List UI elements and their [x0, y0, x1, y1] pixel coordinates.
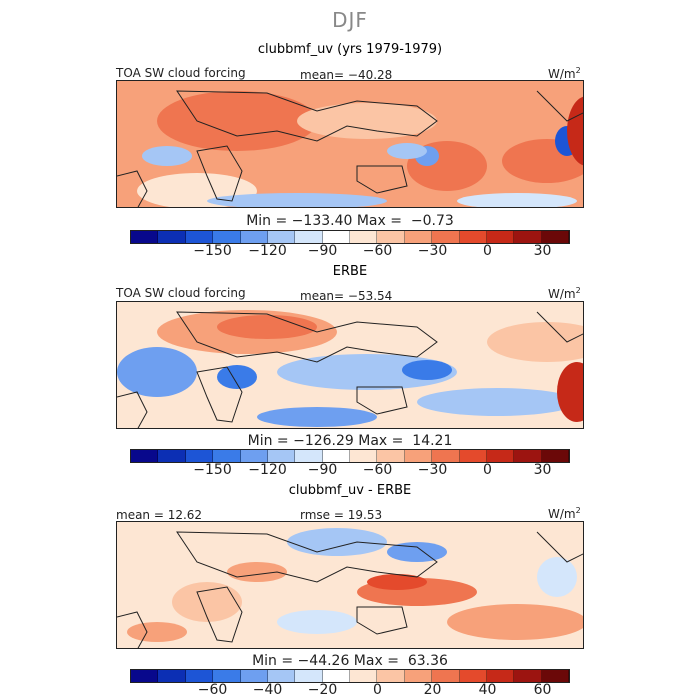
colorbar-swatch: [350, 450, 378, 462]
colorbar-swatch: [240, 231, 268, 243]
colorbar-tick-label: −90: [307, 462, 338, 478]
colorbar-tick-label: −30: [417, 462, 448, 478]
colorbar-swatch: [213, 450, 241, 462]
colorbar-tick-label: 60: [533, 682, 552, 698]
colorbar-tick-label: 0: [373, 682, 382, 698]
colorbar-swatch: [240, 670, 268, 682]
colorbar-swatch: [322, 670, 350, 682]
panel-2-subtitle: ERBE: [332, 264, 368, 279]
colorbar-swatch: [240, 450, 268, 462]
colorbar-swatch: [377, 670, 405, 682]
colorbar-swatch: [295, 450, 323, 462]
panel-1-subtitle: clubbmf_uv (yrs 1979-1979): [257, 42, 443, 57]
colorbar-swatch: [158, 231, 186, 243]
colorbar-swatch: [131, 450, 159, 462]
colorbar-swatch: [213, 670, 241, 682]
colorbar-tick-label: −60: [362, 243, 393, 259]
panel-3-units-label: W/m2: [548, 506, 581, 521]
colorbar-tick-label: 0: [483, 243, 492, 259]
panel-3-map: [116, 521, 584, 649]
panel-3-rmse-label: rmse = 19.53: [300, 508, 383, 522]
colorbar-swatch: [267, 231, 296, 243]
colorbar-swatch: [185, 670, 214, 682]
colorbar-tick-label: 40: [478, 682, 497, 698]
colorbar-swatch: [459, 450, 487, 462]
figure-title: DJF: [332, 8, 368, 32]
colorbar-swatch: [514, 231, 542, 243]
panel-1-map: [116, 80, 584, 208]
panel-1-units-label: W/m2: [548, 66, 581, 81]
colorbar-swatch: [486, 450, 515, 462]
colorbar-tick-label: 30: [533, 243, 552, 259]
colorbar-swatch: [404, 450, 433, 462]
colorbar-swatch: [486, 231, 515, 243]
colorbar-swatch: [459, 670, 487, 682]
panel-1-field-label: TOA SW cloud forcing: [116, 66, 246, 80]
colorbar-swatch: [322, 231, 350, 243]
panel-3-colorbar-ticks: −60 −40 −20 0 20 40 60: [130, 682, 570, 700]
colorbar-swatch: [432, 670, 460, 682]
colorbar-tick-label: −40: [252, 682, 283, 698]
colorbar-swatch: [350, 670, 378, 682]
colorbar-swatch: [185, 450, 214, 462]
panel-2-units-label: W/m2: [548, 286, 581, 301]
colorbar-tick-label: −60: [197, 682, 228, 698]
panel-2-mean-label: mean= −53.54: [300, 289, 393, 303]
colorbar-swatch: [267, 450, 296, 462]
colorbar-tick-label: −120: [248, 462, 287, 478]
colorbar-tick-label: −30: [417, 243, 448, 259]
colorbar-swatch: [432, 231, 460, 243]
colorbar-tick-label: −150: [193, 243, 232, 259]
colorbar-swatch: [404, 670, 433, 682]
panel-2-field-label: TOA SW cloud forcing: [116, 286, 246, 300]
colorbar-swatch: [158, 450, 186, 462]
colorbar-tick-label: −20: [307, 682, 338, 698]
colorbar-swatch: [377, 231, 405, 243]
panel-3-mean-label: mean = 12.62: [116, 508, 203, 522]
colorbar-tick-label: −150: [193, 462, 232, 478]
colorbar-swatch: [459, 231, 487, 243]
panel-2-map: [116, 301, 584, 429]
colorbar-swatch: [267, 670, 296, 682]
panel-2-colorbar: [130, 449, 570, 463]
colorbar-swatch: [541, 231, 569, 243]
panel-3-subtitle: clubbmf_uv - ERBE: [288, 483, 412, 498]
panel-1-colorbar-ticks: −150 −120 −90 −60 −30 0 30: [130, 243, 570, 261]
colorbar-swatch: [185, 231, 214, 243]
panel-3-minmax: Min = −44.26 Max = 63.36: [252, 653, 448, 669]
colorbar-tick-label: −120: [248, 243, 287, 259]
colorbar-swatch: [541, 450, 569, 462]
panel-2-colorbar-ticks: −150 −120 −90 −60 −30 0 30: [130, 462, 570, 480]
colorbar-swatch: [432, 450, 460, 462]
colorbar-swatch: [322, 450, 350, 462]
colorbar-swatch: [213, 231, 241, 243]
colorbar-swatch: [514, 450, 542, 462]
colorbar-swatch: [541, 670, 569, 682]
colorbar-swatch: [350, 231, 378, 243]
panel-2-minmax: Min = −126.29 Max = 14.21: [247, 433, 453, 449]
colorbar-swatch: [486, 670, 515, 682]
colorbar-swatch: [404, 231, 433, 243]
colorbar-tick-label: 30: [533, 462, 552, 478]
panel-1-mean-label: mean= −40.28: [300, 68, 393, 82]
colorbar-swatch: [158, 670, 186, 682]
colorbar-tick-label: −60: [362, 462, 393, 478]
colorbar-swatch: [295, 231, 323, 243]
colorbar-swatch: [295, 670, 323, 682]
colorbar-swatch: [377, 450, 405, 462]
colorbar-tick-label: −90: [307, 243, 338, 259]
colorbar-swatch: [131, 231, 159, 243]
colorbar-tick-label: 20: [423, 682, 442, 698]
panel-1-minmax: Min = −133.40 Max = −0.73: [246, 213, 454, 229]
colorbar-swatch: [131, 670, 159, 682]
colorbar-tick-label: 0: [483, 462, 492, 478]
panel-3-colorbar: [130, 669, 570, 683]
colorbar-swatch: [514, 670, 542, 682]
panel-1-colorbar: [130, 230, 570, 244]
